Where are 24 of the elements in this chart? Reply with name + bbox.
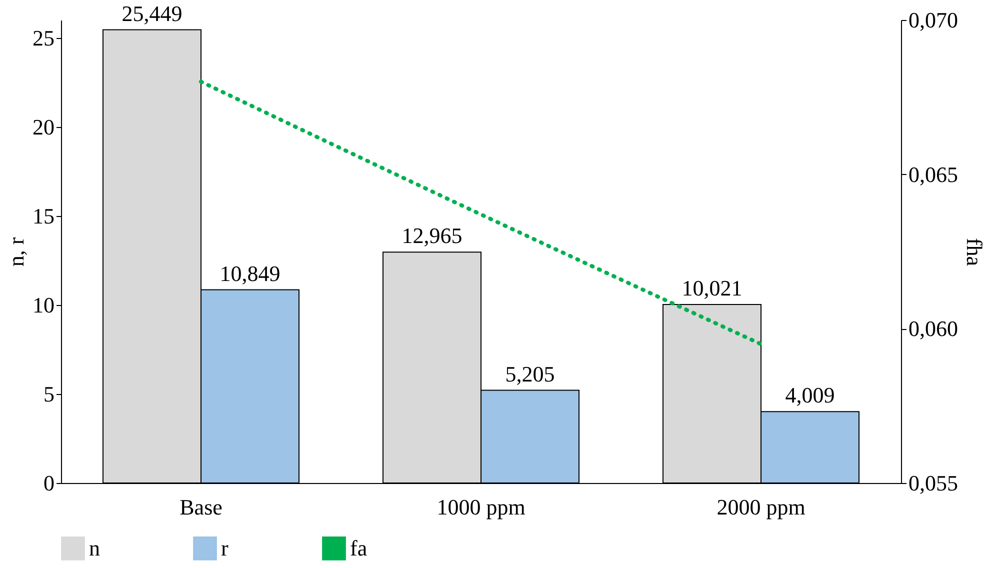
- y2-tick-label: 0,065: [908, 162, 958, 187]
- y-tick-label: 10: [32, 292, 54, 318]
- y-tick-label: 25: [32, 25, 54, 50]
- data-label: 10,021: [682, 276, 742, 301]
- y-axis-title: n, r: [4, 236, 28, 267]
- y2-tick-label: 0,060: [908, 316, 958, 342]
- y-tick-label: 5: [44, 381, 54, 406]
- y-tick-label: 20: [32, 114, 54, 140]
- data-label: 25,449: [122, 0, 182, 26]
- x-tick-label: Base: [180, 494, 222, 520]
- data-label: 10,849: [220, 260, 280, 286]
- data-label: 4,009: [785, 382, 835, 408]
- x-tick-label: 2000 ppm: [716, 494, 806, 520]
- legend-label: fa: [350, 535, 368, 560]
- legend-label: n: [89, 535, 100, 560]
- y-tick-label: 15: [32, 203, 54, 228]
- data-label: 5,205: [505, 361, 555, 386]
- data-label: 12,965: [402, 223, 462, 248]
- y-tick-label: 0: [44, 470, 54, 496]
- x-tick-label: 1000 ppm: [436, 494, 526, 520]
- legend-label: r: [221, 535, 229, 560]
- y2-tick-label: 0,055: [908, 470, 958, 496]
- y2-tick-label: 0,070: [908, 8, 958, 32]
- y2-axis-title: fha: [962, 238, 987, 266]
